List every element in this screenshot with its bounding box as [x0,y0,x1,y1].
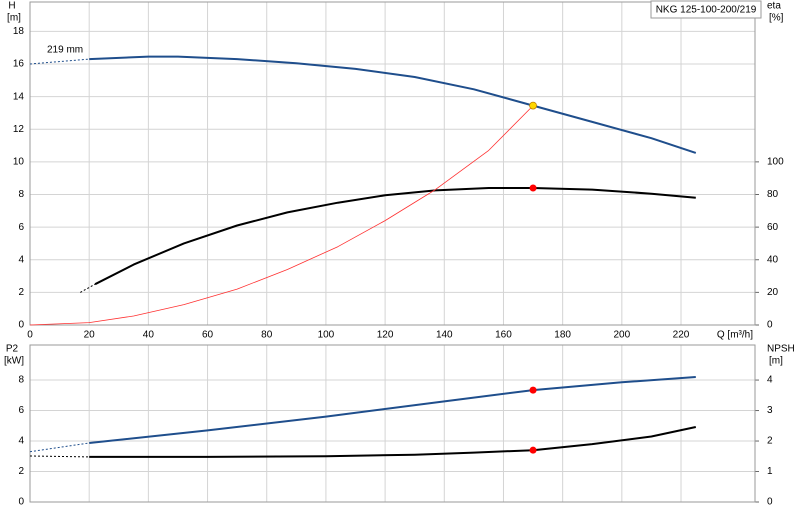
x-tick-label: 80 [261,330,273,341]
y2-axis-unit: [m] [769,356,783,367]
x-tick-label: 60 [202,330,214,341]
y-axis-unit: [kW] [4,356,24,367]
y-tick-label: 0 [18,320,24,331]
y-tick-label: 12 [13,124,25,135]
x-tick-label: 0 [27,330,33,341]
chart-title: NKG 125-100-200/219 [656,5,757,16]
y2-tick-label: 100 [767,157,784,168]
y-tick-label: 6 [18,405,24,416]
curve [29,442,90,453]
y2-tick-label: 1 [767,466,773,477]
y-tick-label: 14 [13,91,25,102]
duty-point [529,446,537,454]
title-box [650,0,762,19]
y2-tick-label: 2 [767,436,773,447]
duty-point [529,101,537,110]
x-tick-label: 200 [613,330,630,341]
y2-tick-label: 0 [767,320,773,331]
curve [29,455,90,458]
y2-tick-label: 3 [767,405,773,416]
curve [94,187,696,286]
y2-tick-label: 60 [767,222,779,233]
y-tick-label: 4 [18,436,24,447]
y-tick-label: 16 [13,59,25,70]
x-axis-label: Q [m³/h] [717,330,753,341]
curve [89,55,697,154]
y2-axis-unit: [%] [769,13,784,24]
y-axis-label: P2 [6,344,19,355]
y-tick-label: 4 [18,254,24,265]
curve [29,58,90,65]
x-tick-label: 160 [495,330,512,341]
y2-tick-label: 4 [767,375,773,386]
plot-area [30,2,755,325]
plot-area [30,345,755,502]
curve-annotation: 219 mm [47,45,83,56]
x-tick-label: 220 [673,330,690,341]
x-tick-label: 120 [377,330,394,341]
y2-tick-label: 0 [767,497,773,508]
curve [89,426,697,458]
y-tick-label: 10 [13,157,25,168]
y-tick-label: 2 [18,287,24,298]
y2-axis-label: eta [767,1,781,12]
x-tick-label: 140 [436,330,453,341]
y2-tick-label: 80 [767,189,779,200]
y2-tick-label: 40 [767,254,779,265]
y-tick-label: 8 [18,375,24,386]
x-tick-label: 100 [318,330,335,341]
y-tick-label: 6 [18,222,24,233]
y-axis-label: H [8,1,15,12]
x-tick-label: 40 [143,330,155,341]
y-axis-unit: [m] [7,13,21,24]
duty-point [529,184,537,192]
x-tick-label: 180 [554,330,571,341]
x-tick-label: 20 [84,330,96,341]
y-tick-label: 2 [18,466,24,477]
curve [29,105,534,326]
y2-axis-label: NPSH [767,344,795,355]
curve [80,283,96,293]
plot-frame [29,344,756,503]
duty-point [529,386,537,394]
y-tick-label: 0 [18,497,24,508]
curve [89,376,696,444]
plot-frame [29,1,756,326]
y-tick-label: 8 [18,189,24,200]
y-tick-label: 18 [13,26,25,37]
y2-tick-label: 20 [767,287,779,298]
